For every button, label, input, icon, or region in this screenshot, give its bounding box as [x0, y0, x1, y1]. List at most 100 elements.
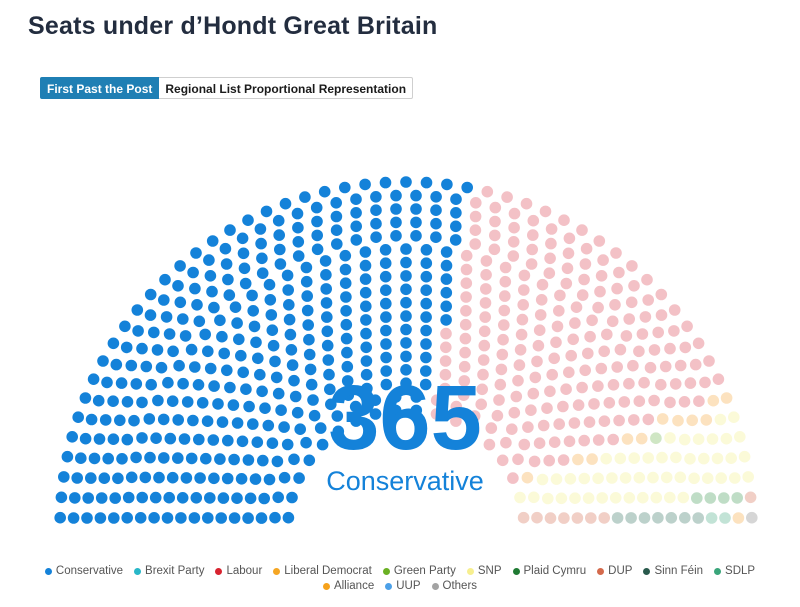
seat-dot: [283, 299, 295, 311]
seat-dot: [303, 454, 316, 467]
seat-dot: [330, 197, 343, 209]
seat-dot: [286, 491, 298, 504]
seat-dot: [460, 305, 472, 317]
legend-label: Sinn Féin: [654, 565, 704, 577]
legend-item[interactable]: Labour: [215, 565, 262, 577]
seat-dot: [469, 210, 482, 223]
seat-dot: [229, 301, 242, 313]
seat-dot: [282, 284, 295, 296]
seat-dot: [191, 299, 203, 311]
legend-item[interactable]: Liberal Democrat: [273, 565, 372, 577]
seat-dot: [601, 328, 613, 341]
seat-dot: [569, 492, 581, 505]
seat-dot: [531, 355, 543, 368]
seat-dot: [148, 326, 160, 339]
seat-dot: [224, 224, 236, 236]
seat-dot: [746, 511, 758, 524]
seat-dot: [339, 263, 352, 276]
seat-dot: [563, 232, 576, 245]
seat-dot: [238, 262, 251, 275]
seat-dot: [157, 413, 170, 426]
seat-dot: [400, 243, 412, 255]
seat-dot: [440, 286, 453, 299]
legend-item[interactable]: SNP: [466, 565, 502, 577]
seat-dot: [330, 210, 343, 223]
seat-dot: [693, 395, 705, 408]
seat-dot: [87, 373, 100, 386]
seat-dot: [614, 452, 627, 465]
legend-item[interactable]: Alliance: [322, 580, 374, 592]
seat-dot: [144, 288, 157, 301]
seat-dot: [379, 244, 392, 256]
seat-dot: [188, 512, 201, 524]
tab-regional-list-pr[interactable]: Regional List Proportional Representatio…: [159, 77, 414, 99]
seat-dot: [99, 414, 112, 426]
seat-dot: [553, 418, 565, 430]
seat-dot: [140, 360, 153, 373]
legend-item[interactable]: SDLP: [714, 565, 755, 577]
seat-dot: [610, 247, 622, 259]
legend-item[interactable]: Conservative: [44, 565, 124, 577]
seat-dot: [518, 269, 531, 282]
seat-dot: [247, 418, 259, 430]
seat-dot: [400, 310, 412, 322]
legend-label: Plaid Cymru: [523, 565, 587, 577]
seat-dot: [172, 452, 184, 464]
seat-dot: [477, 354, 490, 366]
legend-item[interactable]: UUP: [385, 580, 421, 592]
seat-dot: [586, 453, 598, 465]
seat-dot: [370, 204, 382, 216]
seat-dot: [214, 314, 226, 327]
seat-dot: [638, 512, 651, 524]
seat-dot: [558, 512, 570, 524]
seat-dot: [458, 360, 471, 373]
legend-item[interactable]: Green Party: [382, 565, 456, 577]
seat-dot: [236, 232, 249, 245]
seat-dot: [187, 266, 199, 279]
seat-dot: [380, 378, 393, 391]
seat-dot: [281, 269, 294, 282]
seat-dot: [69, 492, 81, 504]
seat-dot: [239, 277, 252, 290]
seat-dot: [664, 491, 676, 504]
seat-dot: [514, 491, 526, 504]
seat-dot: [498, 304, 511, 317]
seat-dot: [670, 451, 682, 464]
legend-item[interactable]: Others: [431, 580, 477, 592]
tab-first-past-the-post[interactable]: First Past the Post: [40, 77, 160, 99]
seat-dot: [461, 181, 474, 194]
seat-dot: [292, 221, 304, 234]
seat-dot: [82, 492, 94, 504]
seat-dot: [231, 317, 243, 329]
seat-dot: [132, 325, 144, 337]
legend-item[interactable]: DUP: [597, 565, 632, 577]
legend-item[interactable]: Plaid Cymru: [512, 565, 587, 577]
seat-dot: [114, 414, 126, 427]
seat-dot: [579, 364, 591, 377]
seat-dot: [541, 402, 553, 415]
seat-dot: [714, 413, 727, 426]
seat-dot: [495, 363, 508, 376]
seat-dot: [150, 432, 162, 445]
seat-dot: [440, 259, 453, 272]
seat-dot: [380, 338, 392, 350]
seat-dot: [692, 433, 705, 446]
seat-dot: [308, 409, 321, 422]
seat-dot: [54, 511, 66, 524]
seat-dot: [321, 325, 334, 338]
seat-dot: [256, 267, 269, 279]
seat-dot: [468, 410, 481, 422]
seat-dot: [508, 207, 521, 220]
legend-item[interactable]: Brexit Party: [134, 565, 204, 577]
seat-dot: [706, 433, 719, 445]
seat-dot: [618, 396, 631, 408]
seat-dot: [506, 423, 518, 436]
seat-dot: [288, 374, 300, 387]
seat-dot: [390, 189, 402, 202]
legend-item[interactable]: Sinn Féin: [643, 565, 703, 577]
seat-dot: [729, 472, 741, 484]
seat-dot: [289, 390, 302, 403]
seat-dot: [595, 362, 608, 375]
seat-dot: [134, 512, 147, 524]
legend-label: Conservative: [55, 565, 124, 577]
